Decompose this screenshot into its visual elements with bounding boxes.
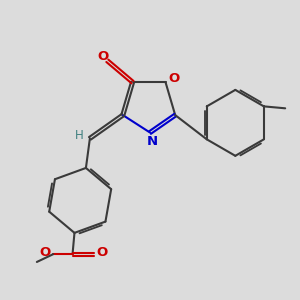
Text: O: O [97, 246, 108, 259]
Text: O: O [168, 72, 180, 85]
Text: O: O [98, 50, 109, 63]
Text: H: H [75, 129, 83, 142]
Text: O: O [39, 246, 50, 259]
Text: N: N [146, 135, 158, 148]
